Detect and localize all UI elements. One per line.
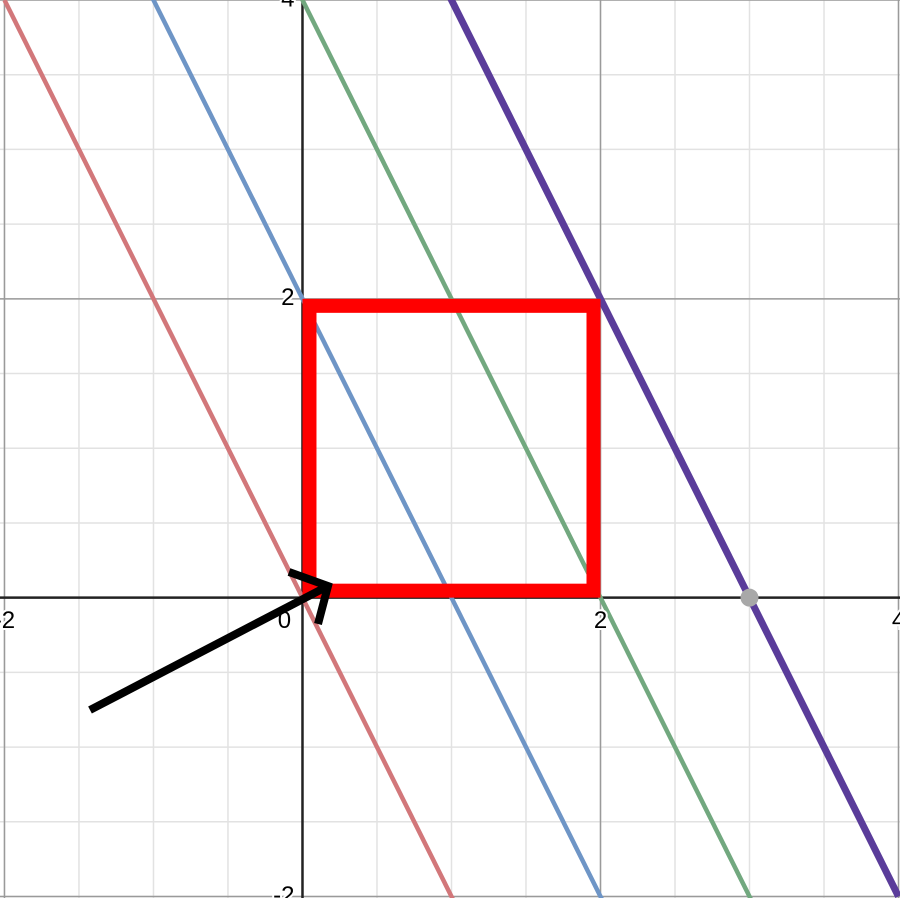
x-tick-label: 2 xyxy=(594,607,607,634)
x-tick-label: -2 xyxy=(0,607,15,634)
arrow-shaft xyxy=(88,582,330,714)
arrow-head xyxy=(287,568,333,626)
arrow xyxy=(88,568,333,714)
point xyxy=(740,588,759,607)
line-series xyxy=(2,0,455,898)
y-tick-label: -2 xyxy=(273,882,294,898)
y-tick-label: 2 xyxy=(281,284,294,311)
x-tick-label: 4 xyxy=(892,607,900,634)
highlight-rectangle xyxy=(302,298,601,598)
y-tick-label: 4 xyxy=(281,0,294,12)
